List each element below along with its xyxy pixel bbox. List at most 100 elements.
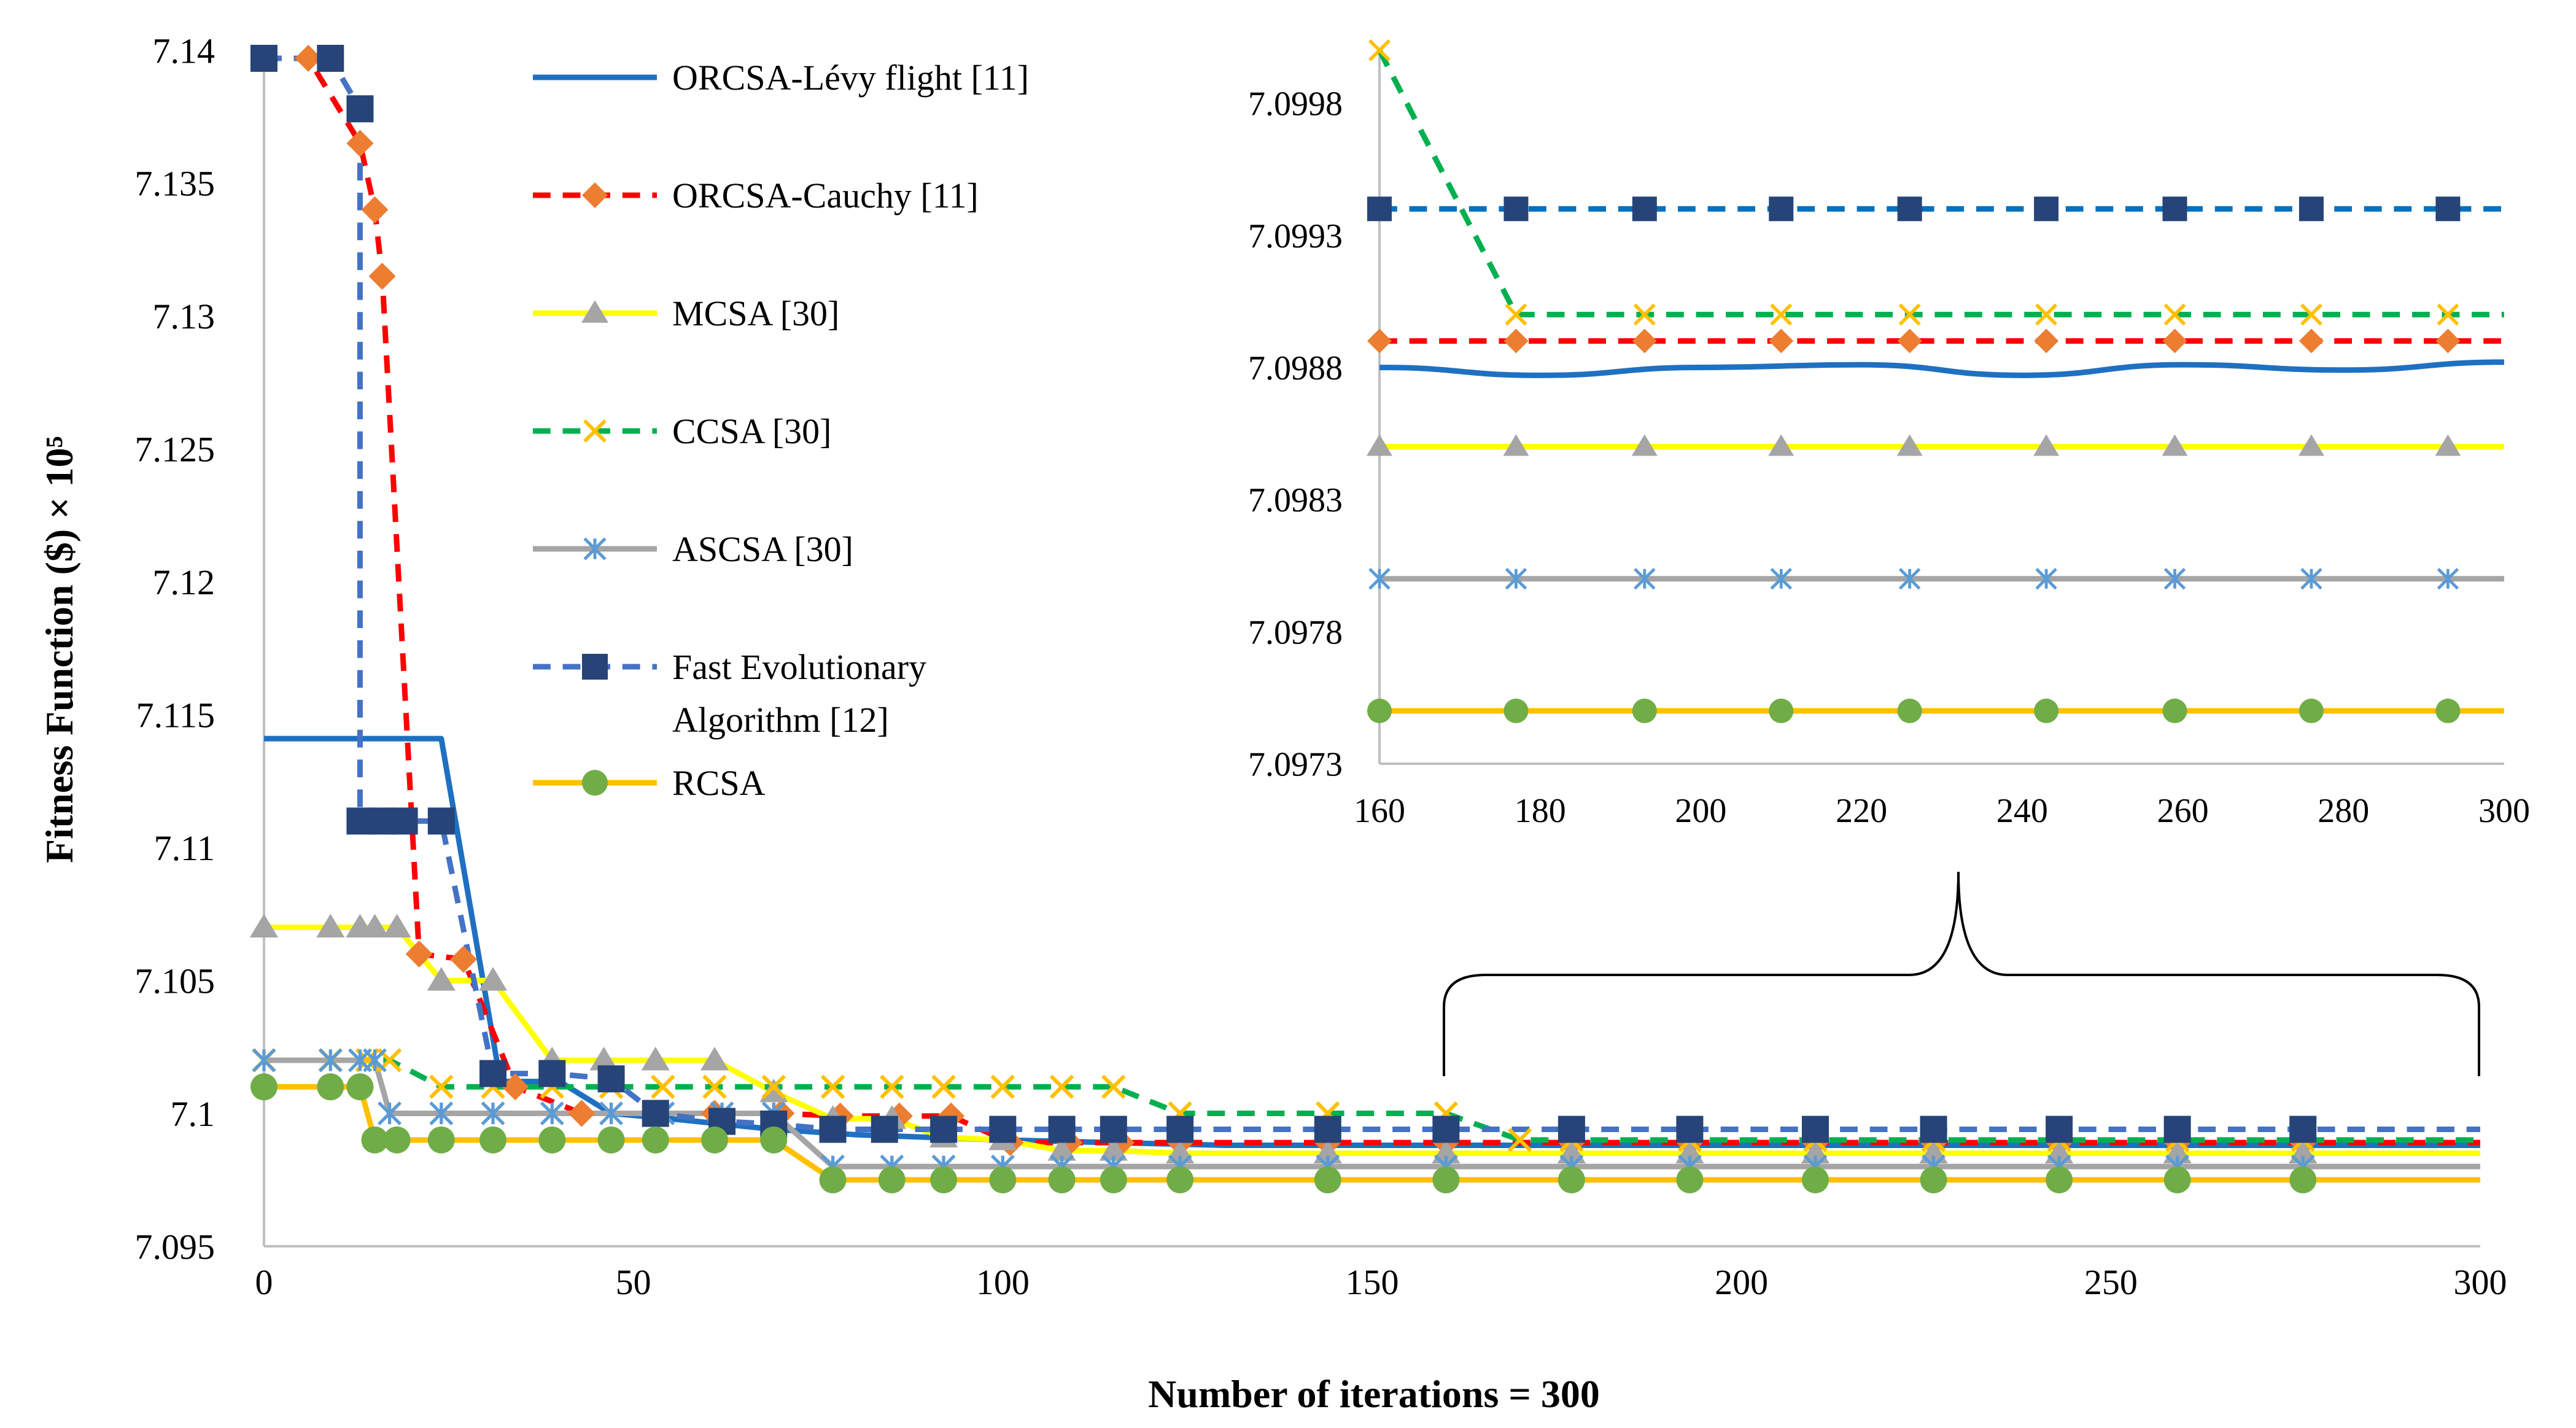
inset-data-point — [1897, 698, 1922, 723]
main-data-point — [642, 1100, 669, 1127]
main-data-point — [427, 967, 456, 991]
main-x-tick-label: 300 — [2454, 1262, 2507, 1302]
main-data-point — [1802, 1166, 1829, 1193]
main-x-tick-label: 150 — [1346, 1262, 1399, 1302]
main-data-point — [931, 1074, 956, 1100]
main-data-point — [346, 1073, 374, 1101]
inset-data-point — [1503, 328, 1529, 354]
inset-data-point — [1368, 568, 1391, 590]
main-data-point — [317, 44, 344, 72]
legend-swatch-marker — [582, 654, 608, 680]
inset-data-point — [2162, 196, 2187, 222]
main-data-point — [478, 967, 508, 991]
main-data-point — [701, 1126, 729, 1154]
main-data-point — [383, 1126, 411, 1154]
inset-data-point — [1367, 196, 1392, 222]
inset-data-point — [2299, 698, 2324, 723]
inset-data-point — [2300, 303, 2322, 326]
main-data-point — [1099, 1137, 1128, 1161]
inset-plot: 7.0973 7.0978 7.0983 7.0988 7.0993 7.0998 160 1… — [1248, 39, 2530, 830]
inset-data-point — [1770, 568, 1792, 590]
legend-label: RCSA — [672, 763, 766, 803]
main-data-point — [1047, 1137, 1076, 1161]
inset-data-point — [2035, 568, 2057, 590]
inset-data-point — [1503, 196, 1529, 222]
main-x-tick-label: 250 — [2084, 1262, 2138, 1302]
inset-data-point — [1632, 698, 1657, 723]
legend-label: ORCSA-Lévy flight [11] — [672, 58, 1029, 98]
legend-swatch-marker — [583, 419, 607, 443]
main-data-point — [346, 95, 374, 123]
main-data-point — [1166, 1166, 1194, 1193]
main-data-point — [760, 1126, 788, 1154]
main-data-point — [382, 914, 411, 938]
inset-data-point — [2300, 568, 2322, 590]
inset-data-point — [2162, 698, 2187, 723]
main-data-point — [361, 196, 389, 223]
legend-label: ASCSA [30] — [672, 529, 853, 569]
inset-data-point — [2163, 303, 2186, 326]
main-data-point — [429, 1101, 454, 1126]
legend-label: Fast Evolutionary Algorithm [12] — [672, 647, 926, 740]
main-x-tick-label: 50 — [616, 1262, 651, 1302]
main-data-point — [502, 1073, 529, 1101]
main-y-tick-label: 7.095 — [135, 1227, 215, 1267]
main-data-point — [880, 1074, 904, 1100]
main-series-line-3 — [264, 1057, 2480, 1143]
main-data-point — [1166, 1116, 1194, 1143]
main-x-tick-label: 100 — [976, 1262, 1030, 1302]
main-x-tick-label: 0 — [255, 1262, 273, 1302]
main-data-point — [390, 807, 418, 835]
main-y-tick-label: 7.11 — [154, 828, 215, 868]
main-data-point — [568, 1100, 596, 1127]
main-data-point — [427, 807, 455, 835]
inset-data-point — [1367, 698, 1392, 723]
main-data-point — [820, 1074, 845, 1100]
main-data-point — [368, 262, 396, 290]
main-data-point — [429, 1074, 454, 1100]
inset-data-point — [1898, 568, 1921, 590]
inset-series-line-0 — [1379, 359, 2505, 378]
main-data-point — [360, 914, 389, 938]
inset-x-tick-label: 280 — [2318, 792, 2369, 830]
inset-data-point — [1769, 196, 1794, 222]
main-y-tick-label: 7.135 — [135, 164, 215, 204]
main-data-point — [641, 1046, 670, 1071]
inset-data-point — [1633, 303, 1656, 326]
main-data-point — [1558, 1116, 1585, 1143]
main-data-point — [1432, 1166, 1460, 1193]
main-data-point — [540, 1101, 564, 1126]
inset-data-point — [2299, 196, 2324, 222]
main-plot: 7.095 7.1 7.105 7.11 7.115 7.12 7.125 7.13 7.135… — [135, 31, 2507, 1302]
inset-y-tick-label: 7.0993 — [1248, 217, 1343, 255]
main-data-point — [1314, 1166, 1341, 1193]
main-data-point — [249, 914, 279, 938]
main-data-point — [597, 1126, 625, 1154]
inset-data-point — [1898, 303, 1921, 326]
main-data-point — [990, 1074, 1015, 1100]
main-data-point — [2046, 1166, 2073, 1193]
main-data-point — [538, 1126, 566, 1154]
main-data-point — [1558, 1166, 1585, 1193]
inset-data-point — [1503, 434, 1529, 456]
inset-data-point — [2162, 434, 2188, 456]
main-data-point — [930, 1116, 958, 1143]
main-data-point — [1676, 1116, 1704, 1143]
main-data-point — [405, 940, 433, 968]
main-data-point — [346, 130, 374, 157]
main-data-point — [819, 1166, 847, 1193]
inset-data-point — [2162, 328, 2187, 354]
inset-x-tick-label: 200 — [1675, 792, 1726, 830]
main-y-tick-label: 7.105 — [135, 961, 215, 1001]
main-data-point — [250, 1073, 277, 1101]
inset-data-point — [1505, 568, 1527, 590]
inset-data-point — [2437, 303, 2459, 326]
main-y-tick-label: 7.14 — [153, 31, 215, 71]
inset-data-point — [1503, 698, 1529, 723]
inset-series-line-3 — [1377, 49, 2504, 317]
main-data-point — [1507, 1128, 1532, 1152]
y-axis-title: Fitness Function ($) × 10⁵ — [37, 436, 81, 863]
main-data-point — [1100, 1116, 1127, 1143]
main-data-point — [1049, 1074, 1074, 1100]
